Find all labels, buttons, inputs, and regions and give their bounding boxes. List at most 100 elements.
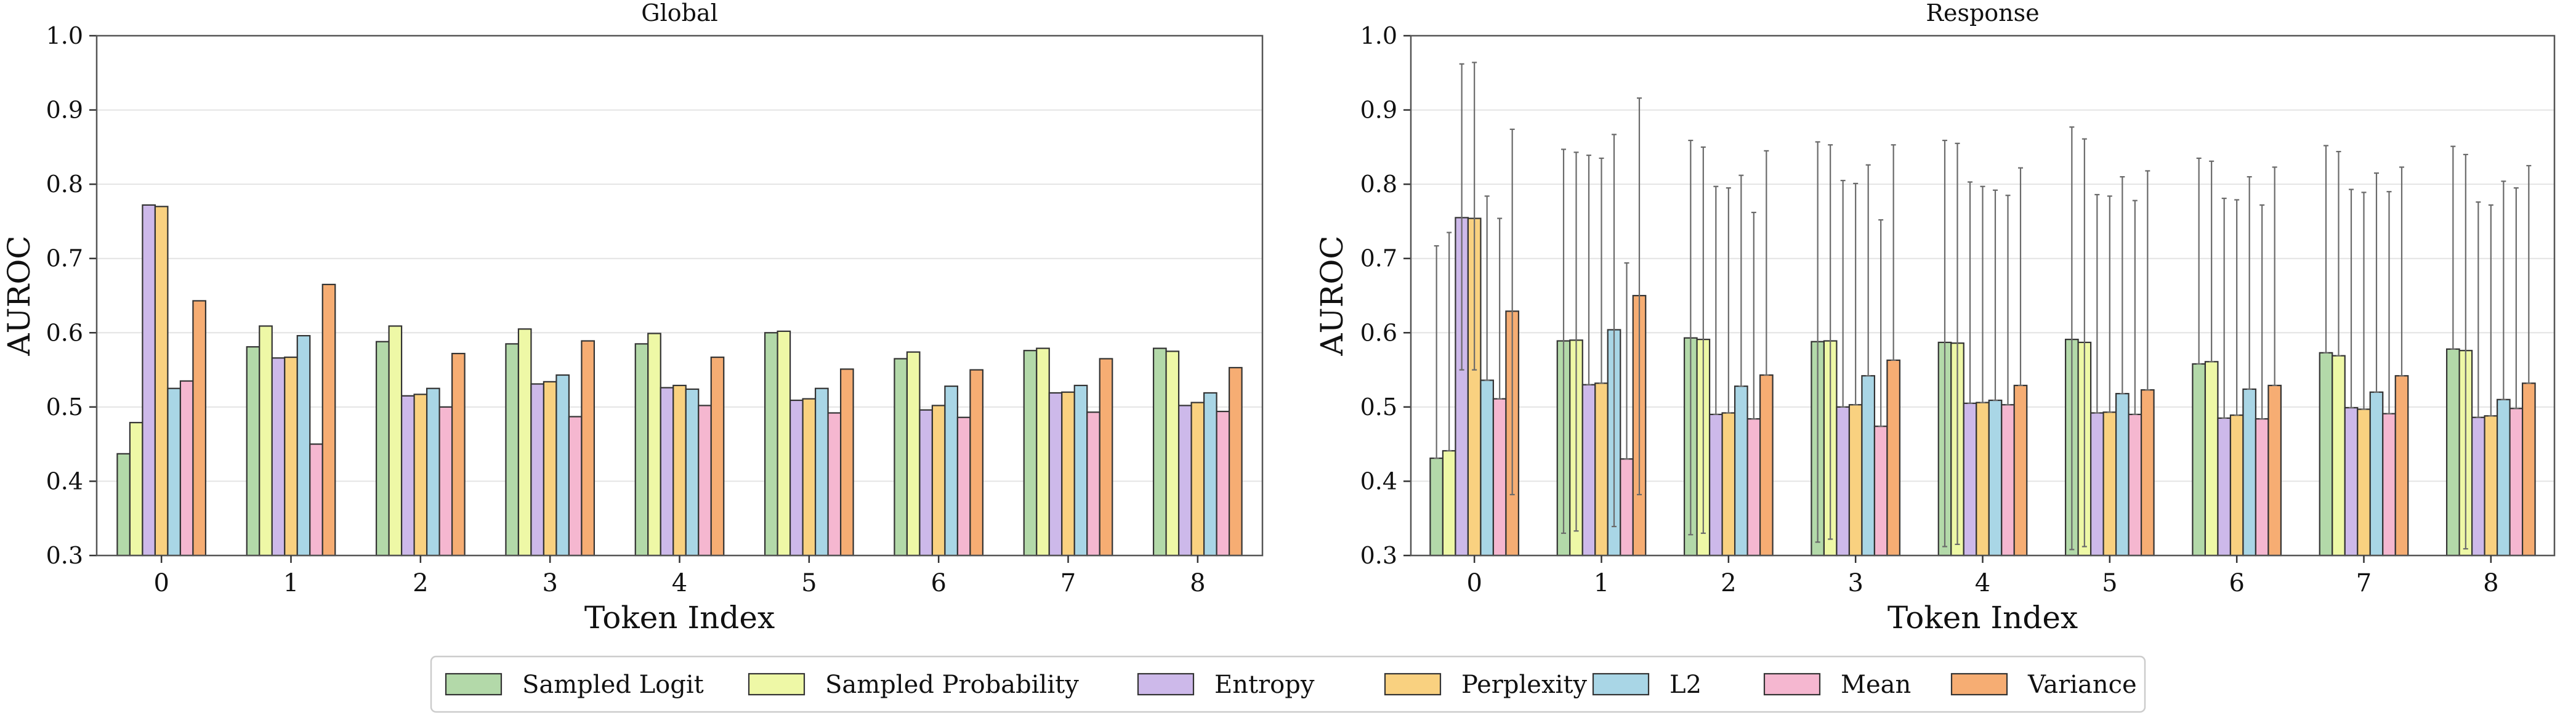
legend-label: Perplexity — [1461, 671, 1587, 699]
response-bar — [1976, 402, 1990, 557]
global-y-tick-label: 0.8 — [46, 171, 83, 198]
response-x-tick-label: 2 — [1721, 569, 1736, 597]
global-bar — [179, 380, 194, 557]
global-y-tick-label: 0.3 — [46, 542, 83, 569]
global-bar — [259, 325, 273, 557]
legend-swatch — [1384, 673, 1442, 696]
response-bar — [2267, 384, 2282, 557]
global-x-tick-label: 4 — [672, 569, 687, 597]
global-bar — [451, 352, 466, 557]
global-bar — [167, 387, 182, 557]
global-x-tick-label: 8 — [1190, 569, 1205, 597]
response-bar — [2445, 348, 2460, 557]
global-bar — [1228, 366, 1243, 557]
response-bar — [2140, 389, 2155, 557]
response-bar — [1873, 426, 1888, 557]
global-bar — [192, 300, 207, 557]
global-bar — [1073, 384, 1088, 557]
response-bar — [1759, 374, 1774, 557]
global-bar — [710, 356, 725, 557]
global-x-tick-label: 2 — [413, 569, 428, 597]
response-bar — [2332, 355, 2346, 557]
legend-frame — [430, 655, 2146, 713]
global-y-tick-label: 0.6 — [46, 319, 83, 346]
global-bar — [555, 374, 570, 557]
legend-swatch — [1763, 673, 1821, 696]
global-x-tick-label: 0 — [153, 569, 169, 597]
legend-swatch — [445, 673, 503, 696]
response-y-tick-label: 0.5 — [1360, 394, 1397, 421]
legend-swatch — [1950, 673, 2008, 696]
global-bar — [284, 356, 298, 557]
global-bar — [400, 395, 415, 557]
legend-label: Entropy — [1214, 671, 1315, 699]
response-x-tick-label: 1 — [1594, 569, 1609, 597]
response-x-tick-label: 4 — [1975, 569, 1990, 597]
response-y-axis-label: AUROC — [1314, 235, 1350, 356]
global-bar — [1036, 347, 1050, 557]
global-bar — [154, 206, 169, 557]
response-bar — [2344, 406, 2359, 557]
global-bar — [1099, 358, 1113, 557]
response-y-tick-label: 0.9 — [1360, 97, 1397, 124]
response-bar — [2001, 404, 2015, 557]
global-bar — [944, 385, 959, 557]
response-bar — [2204, 361, 2219, 557]
global-bar — [1190, 402, 1205, 557]
response-bar — [1861, 375, 1876, 557]
response-bar — [2102, 411, 2117, 557]
legend-swatch — [748, 673, 806, 696]
response-x-axis-label: Token Index — [1888, 600, 2078, 636]
response-bar — [1594, 382, 1609, 557]
legend-label: L2 — [1670, 671, 1702, 699]
global-bar — [698, 405, 712, 557]
global-bar — [764, 332, 778, 557]
response-bar — [2394, 375, 2409, 557]
global-bar — [894, 358, 908, 557]
response-y-tick-label: 1.0 — [1360, 22, 1397, 49]
response-bar — [2013, 384, 2028, 557]
global-bar — [116, 453, 131, 557]
response-y-tick-label: 0.8 — [1360, 171, 1397, 198]
global-bar — [1177, 405, 1192, 557]
global-x-tick-label: 6 — [931, 569, 946, 597]
global-bar — [634, 343, 649, 557]
response-bar — [2255, 418, 2269, 557]
response-bar — [1492, 398, 1507, 557]
legend-label: Variance — [2027, 671, 2137, 699]
global-x-tick-label: 7 — [1060, 569, 1076, 597]
global-bar — [581, 340, 596, 557]
global-bar — [142, 204, 156, 557]
global-y-tick-label: 0.5 — [46, 394, 83, 421]
global-bar — [543, 381, 557, 557]
chart-legend: Sampled Logit Sampled Probability Entropy P… — [430, 655, 2146, 713]
global-bar — [1086, 411, 1100, 557]
global-y-tick-label: 1.0 — [46, 22, 83, 49]
global-bar — [777, 330, 791, 557]
response-bar — [2484, 415, 2498, 557]
response-y-tick-label: 0.6 — [1360, 319, 1397, 346]
response-bar — [2089, 412, 2104, 557]
global-bar — [1216, 410, 1230, 557]
response-bar — [2319, 352, 2333, 557]
global-x-tick-label: 1 — [283, 569, 299, 597]
global-bar — [388, 325, 403, 557]
global-bar — [296, 335, 311, 557]
response-bar — [2128, 413, 2142, 557]
response-bar — [2471, 416, 2485, 557]
global-bar — [931, 405, 946, 557]
global-chart-panel: 0.3 0.4 0.5 0.6 0.7 0.8 0.9 1.0 0 1 2 3 4 5 6 7 8 Global T… — [1, 0, 1264, 636]
response-bar — [2496, 398, 2511, 557]
response-bar — [1429, 457, 1444, 557]
response-chart-title: Response — [1926, 0, 2039, 26]
global-bar — [814, 387, 829, 557]
response-chart-panel: 0.3 0.4 0.5 0.6 0.7 0.8 0.9 1.0 0 1 2 3 4 5 6 7 8 Respons… — [1314, 0, 2556, 636]
global-bar — [426, 387, 440, 557]
response-bar — [2382, 413, 2396, 557]
global-bar — [660, 387, 674, 557]
global-bar — [672, 384, 687, 557]
global-chart-title: Global — [641, 0, 718, 26]
global-bar — [505, 343, 520, 557]
response-y-tick-label: 0.3 — [1360, 542, 1397, 569]
